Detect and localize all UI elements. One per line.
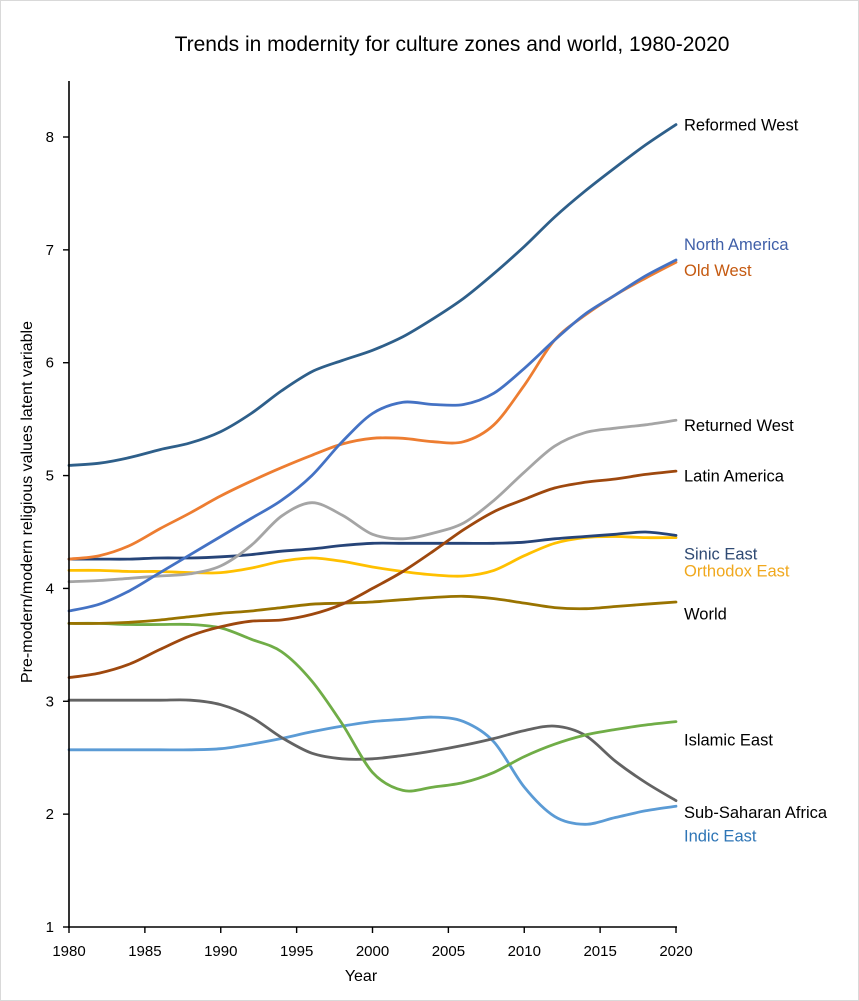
chart-title: Trends in modernity for culture zones an… [175,33,730,56]
y-tick-label: 7 [46,242,54,259]
series-label-sub-saharan-africa: Sub-Saharan Africa [684,804,828,822]
y-tick-label: 8 [46,129,54,146]
x-tick-label: 2000 [356,943,389,960]
series-label-indic-east: Indic East [684,828,757,846]
series-label-latin-america: Latin America [684,468,785,486]
x-tick-label: 2015 [583,943,616,960]
x-tick-label: 2010 [508,943,541,960]
series-line-islamic-east [67,621,678,793]
series-labels: Reformed West North America Old West Return… [684,117,828,846]
y-tick-label: 2 [46,806,54,823]
series-label-sinic-east: Sinic East [684,545,758,563]
x-tick-label: 1990 [204,943,237,960]
series-line-world [67,594,678,625]
x-tick-label: 1985 [128,943,161,960]
y-axis-title: Pre-modern/modern religious values laten… [19,321,36,683]
y-tick-label: 5 [46,468,54,485]
x-axis-title: Year [345,968,378,985]
axes [68,81,677,928]
x-tick-label: 1995 [280,943,313,960]
series-line-orthodox-east [67,535,678,578]
series-line-latin-america [67,469,678,679]
y-tick-label: 4 [46,580,54,597]
x-tick-label: 2020 [659,943,692,960]
series-line-north-america [67,258,678,613]
series-label-islamic-east: Islamic East [684,732,773,750]
series-line-old-west [67,260,678,561]
y-tick-label: 1 [46,919,54,936]
series-line-sinic-east [67,530,678,561]
y-tick-label: 3 [46,693,54,710]
series-label-north-america: North America [684,236,789,254]
x-ticks: 1980 1985 1990 1995 2000 2005 2010 2015 2020 [52,927,693,960]
series-label-returned-west: Returned West [684,417,794,435]
series-label-world: World [684,605,727,623]
series-label-reformed-west: Reformed West [684,117,799,135]
x-tick-label: 2005 [432,943,465,960]
series-label-old-west: Old West [684,262,752,280]
y-tick-label: 6 [46,355,54,372]
series-line-indic-east [67,715,678,826]
x-tick-label: 1980 [52,943,85,960]
series-label-orthodox-east: Orthodox East [684,562,790,580]
y-ticks: 1 2 3 4 5 6 7 8 [46,129,69,936]
series-line-sub-saharan-africa [67,698,678,802]
series-lines [67,123,678,826]
series-line-reformed-west [67,123,678,467]
series-line-returned-west [67,418,678,584]
